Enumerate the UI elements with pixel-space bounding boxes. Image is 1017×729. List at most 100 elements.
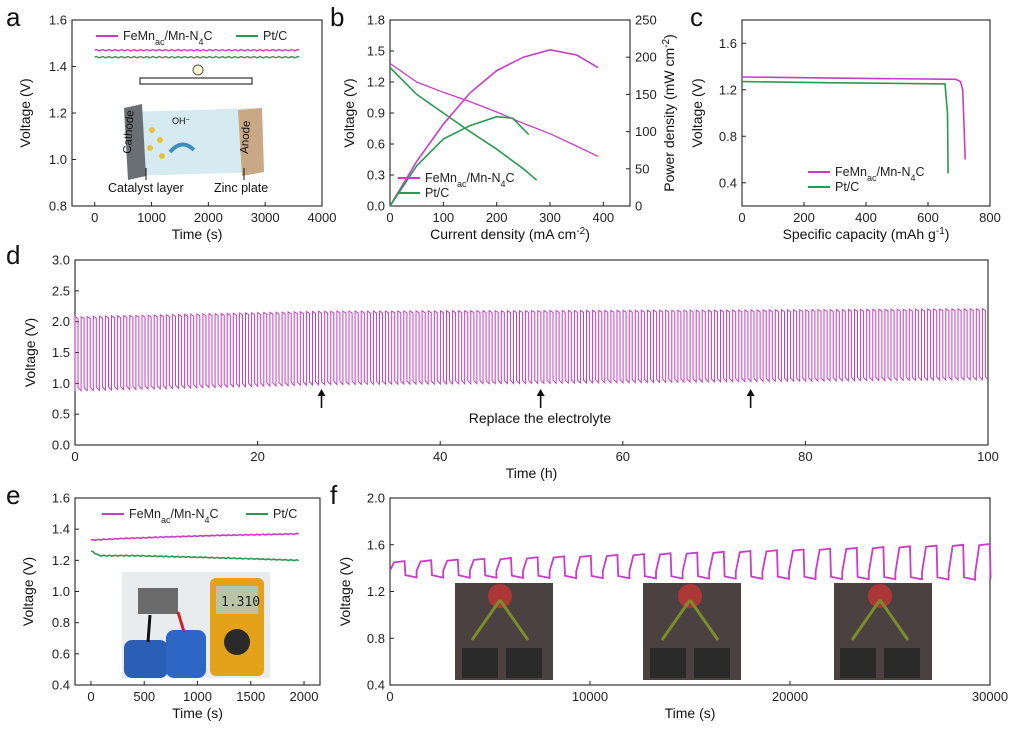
arrow-head-icon (317, 389, 326, 396)
y2-tick-label: 200 (635, 50, 657, 65)
panel-letter-a: a (6, 2, 21, 32)
y-tick-label: 1.4 (52, 522, 70, 537)
x-tick-label: 0 (71, 449, 78, 464)
y-tick-label: 0.4 (719, 175, 737, 190)
series-ptc-voltage (389, 66, 538, 181)
x-axis-title-end: ) (585, 226, 590, 242)
y-tick-label: 0.4 (52, 678, 70, 693)
y2-tick-label: 50 (635, 161, 649, 176)
y-tick-label: 0.0 (52, 438, 70, 453)
y-tick-label: 1.6 (719, 36, 737, 51)
multimeter-reading: 1.310 (221, 595, 260, 610)
y-tick-label: 1.2 (719, 82, 737, 97)
x-tick-label: 20000 (772, 689, 808, 704)
catalyst-particle (157, 137, 163, 143)
multimeter-photo-inset: 1.310 (122, 572, 270, 678)
arrow-head-icon (536, 389, 545, 396)
series-femn-power (389, 48, 599, 207)
series-ptc-line (90, 550, 299, 562)
panel-letter-c: c (690, 2, 703, 32)
battery-device (840, 648, 876, 678)
battery-device (506, 648, 542, 678)
y-tick-label: 1.2 (367, 584, 385, 599)
x-tick-label: 20 (250, 449, 264, 464)
y-tick-label: 3.0 (52, 253, 70, 268)
lightbulb-icon (192, 64, 204, 76)
led-photos (455, 583, 932, 680)
x-tick-label: 0 (386, 210, 393, 225)
x-tick-label: 300 (539, 210, 561, 225)
y-tick-label: 0.8 (52, 615, 70, 630)
led-photo-3 (834, 583, 932, 680)
zinc-plate-label: Zinc plate (214, 181, 268, 195)
series-femn-line (90, 532, 299, 542)
y2-tick-label: 150 (635, 87, 657, 102)
legend-label-femn: FeMnac/Mn-N4C (123, 29, 213, 47)
panel-e: 0 500 1000 1500 2000 0.4 0.6 0.8 1.0 1.2 1.4 1.6 Tim… (20, 491, 321, 721)
y2-axis-title-end: ) (661, 34, 677, 39)
series-ptc-line (94, 55, 300, 59)
x-tick-label: 100 (432, 210, 454, 225)
battery-device (138, 588, 178, 614)
y-tick-label: 1.0 (49, 152, 67, 167)
zinc-anode-plate (238, 108, 264, 176)
led-photo-2 (643, 583, 741, 680)
y-tick-label: 0.6 (367, 137, 385, 152)
catalyst-particle (147, 145, 153, 151)
y-tick-label: 0.8 (49, 199, 67, 214)
glove-left (124, 640, 168, 678)
x-tick-label: 200 (793, 210, 815, 225)
panel-c: 0 200 400 600 800 0.4 0.8 1.2 1.6 Specific capaci… (689, 19, 1001, 242)
legend-sub-ac: ac (155, 37, 165, 47)
catalyst-particle (149, 127, 155, 133)
y-tick-label: 0.4 (367, 678, 385, 693)
x-axis-title: Time (s) (665, 705, 716, 721)
x-tick-label: 0 (91, 210, 98, 225)
x-tick-label: 800 (979, 210, 1001, 225)
y-tick-label: 1.5 (52, 345, 70, 360)
led-glow (488, 584, 512, 608)
multimeter-dial (224, 629, 250, 655)
x-axis-title-end: ) (945, 226, 950, 242)
legend-label-ptc: Pt/C (835, 180, 859, 194)
panel-letter-e: e (6, 480, 20, 510)
y-axis-title: Voltage (V) (22, 318, 38, 387)
y2-tick-label: 100 (635, 124, 657, 139)
y-tick-label: 1.8 (367, 13, 385, 28)
wires (470, 599, 530, 641)
x-tick-label: 600 (917, 210, 939, 225)
cathode-label: Cathode (122, 110, 137, 154)
multimeter-display (216, 586, 258, 614)
x-tick-label: 40 (433, 449, 447, 464)
panel-letter-d: d (6, 240, 20, 270)
y-tick-label: 0.9 (367, 106, 385, 121)
x-tick-label: 2000 (290, 689, 319, 704)
legend-mid: /Mn-N (170, 507, 204, 521)
x-tick-label: 100 (977, 449, 999, 464)
x-tick-label: 3000 (251, 210, 280, 225)
y-axis-title: Voltage (V) (17, 78, 33, 147)
ion-flow-arrow (168, 142, 196, 154)
hydroxide-label: OH⁻ (172, 116, 191, 126)
legend-mid: /Mn-N (164, 29, 198, 43)
y-tick-label: 1.4 (49, 59, 67, 74)
x-tick-label: 0 (87, 689, 94, 704)
black-probe (146, 614, 152, 643)
wires (850, 599, 910, 641)
x-tick-label: 80 (798, 449, 812, 464)
battery-device (650, 648, 686, 678)
x-tick-label: 10000 (572, 689, 608, 704)
legend-label-femn: FeMnac/Mn-N4C (425, 171, 515, 189)
x-axis-title: Time (h) (506, 465, 558, 481)
legend-sub-ac: ac (161, 515, 171, 525)
x-tick-label: 500 (133, 689, 155, 704)
legend-sub-4: 4 (501, 179, 506, 189)
panel-letter-b: b (330, 2, 344, 32)
x-tick-label: 200 (486, 210, 508, 225)
y-tick-label: 1.6 (367, 537, 385, 552)
x-tick-label: 30000 (972, 689, 1008, 704)
y-tick-label: 1.0 (52, 584, 70, 599)
x-tick-label: 400 (855, 210, 877, 225)
y-axis-title: Voltage (V) (689, 78, 705, 147)
y2-tick-label: 0 (635, 199, 642, 214)
